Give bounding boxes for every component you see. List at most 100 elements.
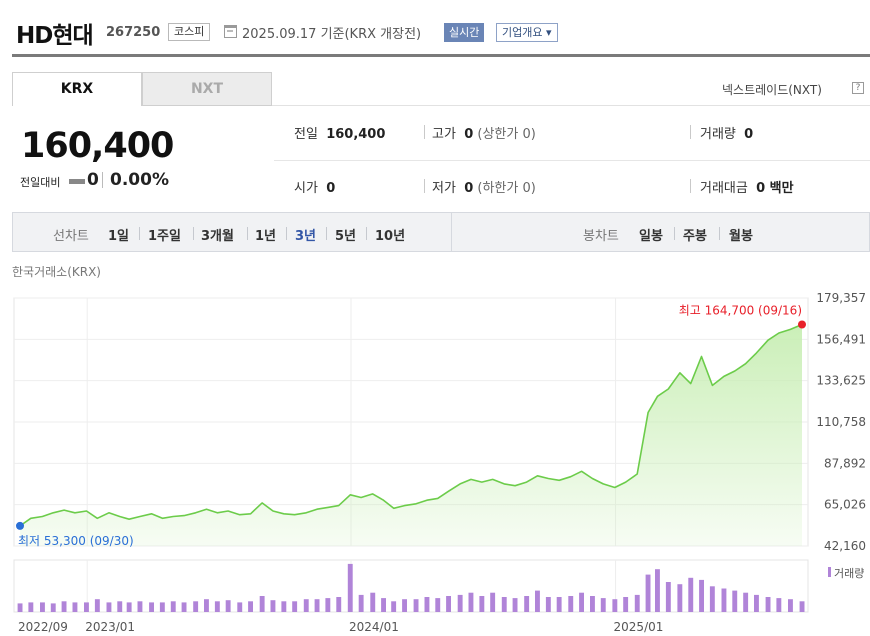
stat-separator — [690, 125, 691, 139]
volume-bar — [655, 569, 660, 612]
calendar-icon — [224, 25, 237, 38]
stat-low-value: 0 — [464, 181, 474, 196]
volume-bar — [17, 603, 23, 612]
volume-bar — [457, 594, 463, 612]
toolbar-separator — [139, 227, 140, 240]
company-name[interactable]: HD현대 — [16, 23, 94, 49]
period-5y[interactable]: 5년 — [335, 229, 357, 244]
volume-bar — [94, 599, 100, 612]
stat-upper-limit: (상한가 0) — [477, 127, 536, 142]
volume-bar — [721, 588, 727, 612]
volume-bar — [259, 596, 265, 612]
company-info-dropdown[interactable]: 기업개요 ▾ — [496, 23, 558, 42]
change-value: 0 — [87, 170, 99, 190]
period-3m[interactable]: 3개월 — [201, 229, 234, 244]
volume-bar — [490, 592, 496, 612]
y-tick-label: 133,625 — [816, 374, 866, 388]
volume-bar — [281, 601, 287, 612]
change-percent: 0.00% — [110, 170, 169, 190]
toolbar-separator — [674, 227, 675, 240]
stat-trade-value-value: 0 백만 — [756, 181, 794, 196]
stat-open-label: 시가 — [294, 181, 318, 196]
volume-bar — [623, 597, 629, 612]
period-1y[interactable]: 1년 — [255, 229, 277, 244]
candle-weekly[interactable]: 주봉 — [683, 229, 707, 244]
help-icon[interactable]: ? — [852, 82, 864, 94]
volume-bar — [204, 599, 209, 612]
volume-bar — [28, 602, 34, 612]
stat-separator — [424, 179, 425, 193]
volume-bar — [117, 601, 123, 612]
stat-high: 고가 0 (상한가 0) — [432, 123, 536, 142]
volume-frame — [13, 559, 809, 613]
change-separator — [102, 172, 103, 188]
base-date: 2025.09.17 기준(KRX 개장전) — [242, 27, 422, 42]
toolbar-separator — [719, 227, 720, 240]
y-tick-label: 65,026 — [824, 498, 866, 512]
stat-separator — [424, 125, 425, 139]
period-10y[interactable]: 10년 — [375, 229, 406, 244]
volume-bar — [159, 602, 165, 612]
volume-bar — [40, 602, 45, 612]
toolbar-separator — [193, 227, 194, 240]
volume-bar — [214, 601, 220, 612]
candle-chart-label[interactable]: 봉차트 — [583, 229, 619, 244]
volume-bar — [579, 592, 584, 612]
volume-bar — [799, 601, 805, 612]
volume-bar — [535, 590, 540, 612]
volume-bar — [248, 601, 253, 612]
stat-volume: 거래량 0 — [700, 123, 753, 142]
min-price-label: 최저 53,300 (09/30) — [18, 534, 134, 548]
volume-bar — [391, 601, 397, 612]
line-chart-label[interactable]: 선차트 — [53, 229, 89, 244]
price-chart[interactable]: 179,357 156,491 133,625 110,758 87,892 65,026… — [0, 286, 870, 636]
volume-bar — [181, 602, 187, 612]
volume-bar — [634, 594, 640, 612]
chart-toolbar: 선차트 1일 1주일 3개월 1년 3년 5년 10년 봉차트 일봉 주봉 월봉 — [12, 212, 870, 252]
volume-bar — [590, 596, 595, 612]
toolbar-separator — [247, 227, 248, 240]
period-1w[interactable]: 1주일 — [148, 229, 181, 244]
volume-bar — [370, 592, 376, 612]
y-tick-label: 110,758 — [816, 415, 866, 429]
stat-low: 저가 0 (하한가 0) — [432, 177, 536, 196]
volume-bar — [479, 596, 485, 612]
volume-bar — [645, 574, 651, 612]
volume-bar — [709, 586, 715, 612]
volume-bar — [270, 600, 276, 612]
flat-change-icon — [69, 179, 85, 184]
volume-bar — [381, 598, 386, 612]
period-3y[interactable]: 3년 — [295, 229, 317, 244]
volume-bar — [50, 603, 56, 612]
volume-bar — [61, 601, 67, 612]
x-tick-label: 2024/01 — [349, 620, 399, 634]
stat-low-label: 저가 — [432, 181, 456, 196]
volume-bar — [556, 597, 562, 612]
volume-bar — [237, 602, 243, 612]
x-tick-label: 2022/09 — [18, 620, 68, 634]
volume-bar — [754, 594, 759, 612]
volume-bar — [677, 584, 683, 612]
max-price-label: 최고 164,700 (09/16) — [679, 303, 802, 317]
volume-bar — [568, 596, 574, 612]
market-badge: 코스피 — [168, 23, 211, 41]
volume-bar — [137, 601, 143, 612]
nextrade-link[interactable]: 넥스트레이드(NXT) — [722, 83, 822, 97]
tab-krx[interactable]: KRX — [12, 72, 142, 106]
candle-daily[interactable]: 일봉 — [639, 229, 663, 244]
stat-trade-value-label: 거래대금 — [700, 181, 748, 196]
tab-nxt[interactable]: NXT — [142, 72, 272, 106]
y-tick-label: 179,357 — [816, 291, 866, 305]
volume-bar — [699, 579, 704, 612]
stats-divider — [274, 160, 870, 161]
candle-monthly[interactable]: 월봉 — [729, 229, 753, 244]
toolbar-separator — [326, 227, 327, 240]
volume-bar — [501, 597, 507, 612]
chart-source-label: 한국거래소(KRX) — [12, 265, 101, 279]
stat-open: 시가 0 — [294, 177, 335, 196]
realtime-button[interactable]: 실시간 — [444, 23, 485, 42]
volume-bar — [126, 602, 132, 612]
period-1d[interactable]: 1일 — [108, 229, 130, 244]
volume-bar — [170, 601, 176, 612]
volume-bar — [72, 602, 78, 612]
